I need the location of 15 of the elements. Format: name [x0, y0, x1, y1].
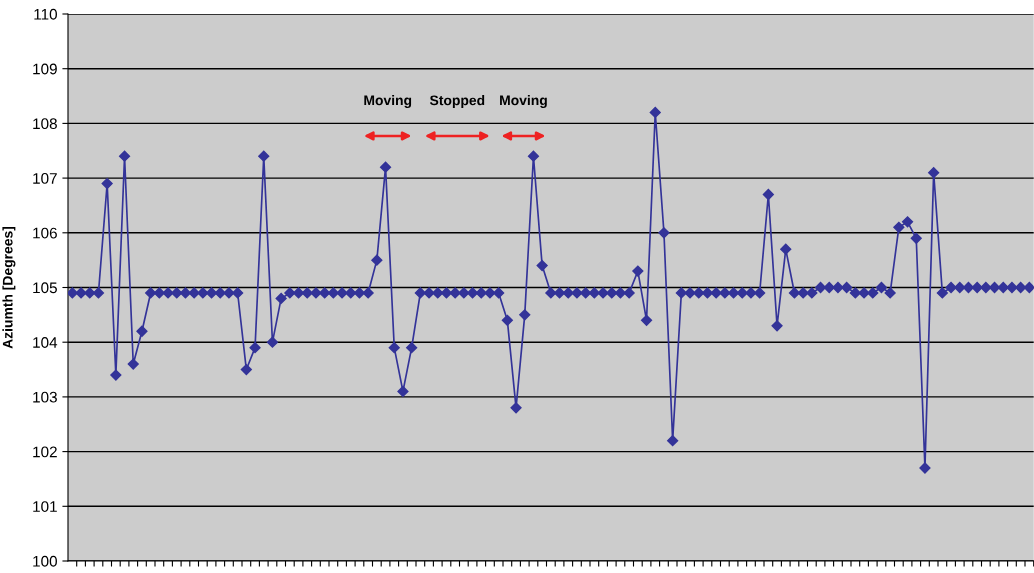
annotation: Moving	[364, 95, 412, 109]
annotation: Stopped	[429, 95, 485, 108]
y-tick-label: 102	[33, 446, 57, 458]
y-tick-label: 100	[33, 555, 57, 567]
y-tick-label: 103	[33, 391, 57, 403]
y-tick-label: 110	[34, 8, 57, 20]
y-tick-label: 101	[33, 501, 57, 512]
y-tick-label: 106	[33, 227, 57, 239]
y-axis-title: Aziumth [Degrees]	[2, 226, 16, 349]
y-tick-label: 107	[33, 172, 57, 184]
annotation: Moving	[500, 95, 547, 109]
y-tick-label: 105	[33, 282, 57, 294]
y-tick-label: 104	[33, 337, 58, 348]
y-tick-label: 109	[33, 63, 57, 75]
y-tick-label: 108	[33, 118, 57, 130]
